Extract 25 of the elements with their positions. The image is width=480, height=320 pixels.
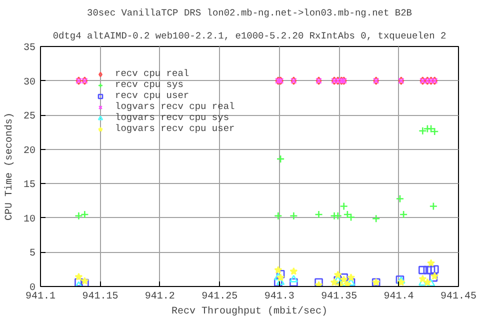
y-axis-title: CPU Time (seconds): [4, 112, 16, 221]
y-tick-label: 15: [24, 180, 36, 192]
x-tick-label: 941.2: [144, 292, 175, 302]
chart-subtitle: 0dtg4 altAIMD-0.2 web100-2.2.1, e1000-5.2.20 RxIntAbs 0, txqueuelen 2: [52, 30, 446, 42]
x-tick-label: 941.45: [440, 292, 477, 302]
x-tick-label: 941.3: [264, 292, 294, 302]
legend-label: logvars recv cpu sys: [115, 112, 230, 123]
y-tick-label: 20: [24, 146, 36, 157]
x-tick-label: 941.15: [82, 292, 118, 302]
x-tick-label: 941.35: [321, 292, 358, 302]
y-tick-label: 5: [30, 248, 36, 260]
x-tick-label: 941.4: [384, 292, 414, 302]
x-tick-label: 941.1: [26, 292, 56, 302]
x-axis-title: Recv Throughput (mbit/sec): [171, 306, 328, 318]
x-tick-label: 941.25: [202, 292, 238, 302]
legend-label: recv cpu real: [115, 68, 190, 79]
y-tick-label: 30: [24, 77, 36, 88]
legend-label: recv cpu user: [115, 90, 190, 101]
y-tick-label: 10: [24, 214, 36, 226]
legend-label: recv cpu sys: [115, 79, 184, 90]
y-tick-label: 35: [24, 43, 36, 54]
y-tick-label: 25: [24, 112, 36, 123]
chart-title: 30sec VanillaTCP DRS lon02.mb-ng.net->lon03.mb-ng.net B2B: [87, 8, 412, 18]
legend-label: logvars recv cpu user: [115, 123, 235, 134]
legend-label: logvars recv cpu real: [115, 101, 235, 112]
